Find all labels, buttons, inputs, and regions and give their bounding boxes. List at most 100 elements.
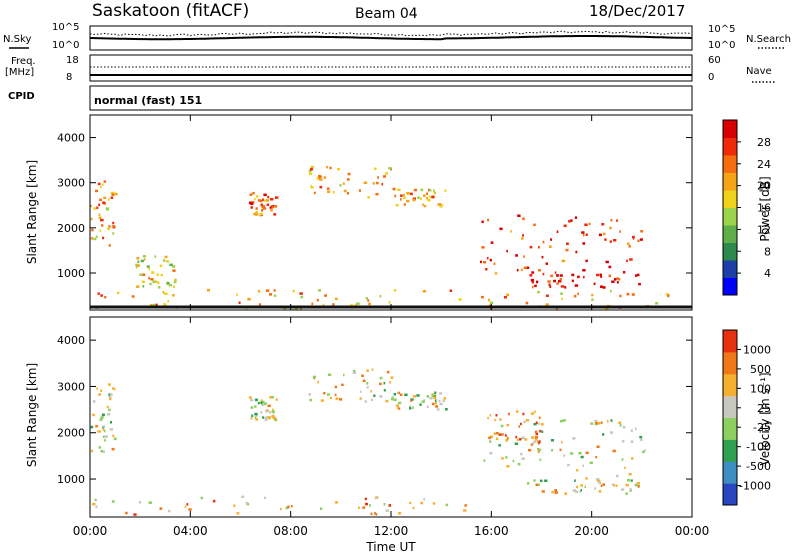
- echo-cell: [533, 479, 536, 482]
- echo-cell: [626, 259, 628, 263]
- echo-cell: [542, 240, 545, 244]
- echo-cell: [272, 408, 274, 412]
- echo-cell: [150, 304, 153, 307]
- echo-cell: [269, 198, 274, 201]
- echo-cell: [500, 433, 504, 436]
- power-ylabel: Slant Range [km]: [25, 160, 39, 264]
- echo-cell: [530, 278, 535, 282]
- echo-cell: [540, 423, 544, 426]
- echo-cell: [257, 290, 260, 293]
- echo-cell: [464, 504, 467, 507]
- echo-cell: [316, 298, 319, 302]
- echo-cell: [535, 432, 539, 436]
- echo-cell: [516, 410, 519, 413]
- xtick-label: 00:00: [675, 524, 710, 538]
- echo-cell: [531, 271, 535, 274]
- echo-cell: [410, 399, 413, 402]
- echo-cell: [257, 401, 260, 405]
- echo-cell: [125, 511, 128, 515]
- echo-cell: [99, 229, 102, 232]
- echo-cell: [434, 399, 437, 402]
- echo-cell: [417, 196, 420, 199]
- echo-cell: [142, 273, 146, 276]
- echo-cell: [515, 254, 518, 257]
- echo-cell: [439, 205, 443, 208]
- echo-cell: [259, 401, 262, 404]
- echo-cell: [572, 489, 576, 492]
- echo-cell: [110, 191, 114, 195]
- echo-cell: [98, 393, 101, 396]
- echo-cell: [287, 505, 290, 508]
- echo-cell: [423, 498, 426, 501]
- echo-cell: [520, 268, 523, 272]
- echo-cell: [92, 413, 95, 417]
- colorbar-tick-label: 100: [750, 382, 771, 395]
- echo-cell: [602, 232, 606, 236]
- echo-cell: [514, 442, 518, 445]
- echo-cell: [107, 413, 111, 416]
- echo-cell: [148, 276, 150, 280]
- nsearch-tick-top: 10^5: [708, 24, 735, 35]
- echo-cell: [272, 416, 276, 420]
- echo-cell: [262, 416, 265, 419]
- echo-cell: [596, 478, 600, 481]
- freq-tick-top: 18: [66, 55, 79, 66]
- echo-cell: [100, 294, 103, 297]
- echo-cell: [525, 301, 529, 305]
- echo-cell: [498, 433, 502, 436]
- echo-cell: [164, 255, 168, 259]
- echo-cell: [160, 273, 163, 277]
- echo-cell: [564, 286, 567, 289]
- echo-cell: [108, 244, 111, 247]
- echo-cell: [608, 265, 612, 269]
- echo-cell: [505, 439, 508, 442]
- echo-cell: [611, 483, 614, 486]
- echo-cell: [271, 415, 275, 418]
- colorbar-tick-label: 28: [757, 136, 771, 149]
- echo-cell: [100, 186, 102, 189]
- echo-cell: [538, 416, 541, 419]
- echo-cell: [94, 498, 97, 502]
- echo-cell: [436, 408, 440, 411]
- echo-cell: [426, 192, 428, 195]
- colorbar-tick-label: 24: [757, 158, 771, 171]
- echo-cell: [370, 390, 372, 393]
- echo-cell: [200, 496, 203, 500]
- echo-cell: [375, 192, 379, 196]
- echo-cell: [609, 240, 612, 243]
- echo-cell: [207, 288, 210, 292]
- echo-cell: [605, 307, 609, 310]
- echo-cell: [398, 512, 402, 515]
- echo-cell: [113, 387, 116, 391]
- station-title: Saskatoon (fitACF): [92, 1, 249, 21]
- echo-cell: [328, 373, 332, 376]
- echo-cell: [536, 280, 538, 284]
- echo-cell: [91, 449, 94, 453]
- echo-cell: [112, 232, 115, 235]
- echo-cell: [152, 280, 156, 283]
- echo-cell: [535, 483, 539, 487]
- echo-cell: [106, 405, 109, 409]
- echo-cell: [332, 303, 335, 306]
- echo-cell: [631, 293, 635, 296]
- echo-cell: [100, 389, 103, 392]
- echo-cell: [253, 212, 257, 216]
- echo-cell: [98, 203, 101, 207]
- echo-cell: [245, 501, 248, 505]
- echo-cell: [261, 400, 265, 404]
- echo-cell: [549, 285, 552, 288]
- echo-cell: [154, 280, 158, 283]
- echo-cell: [352, 371, 357, 374]
- echo-cell: [621, 458, 624, 461]
- echo-cell: [103, 425, 105, 428]
- echo-cell: [536, 440, 539, 444]
- ytick-label: 1000: [57, 267, 85, 280]
- echo-cell: [109, 428, 113, 431]
- echo-cell: [613, 239, 617, 242]
- echo-cell: [367, 302, 371, 306]
- echo-cell: [489, 440, 492, 443]
- echo-cell: [589, 461, 593, 465]
- echo-cell: [594, 487, 597, 490]
- echo-cell: [326, 165, 328, 169]
- echo-cell: [266, 203, 270, 206]
